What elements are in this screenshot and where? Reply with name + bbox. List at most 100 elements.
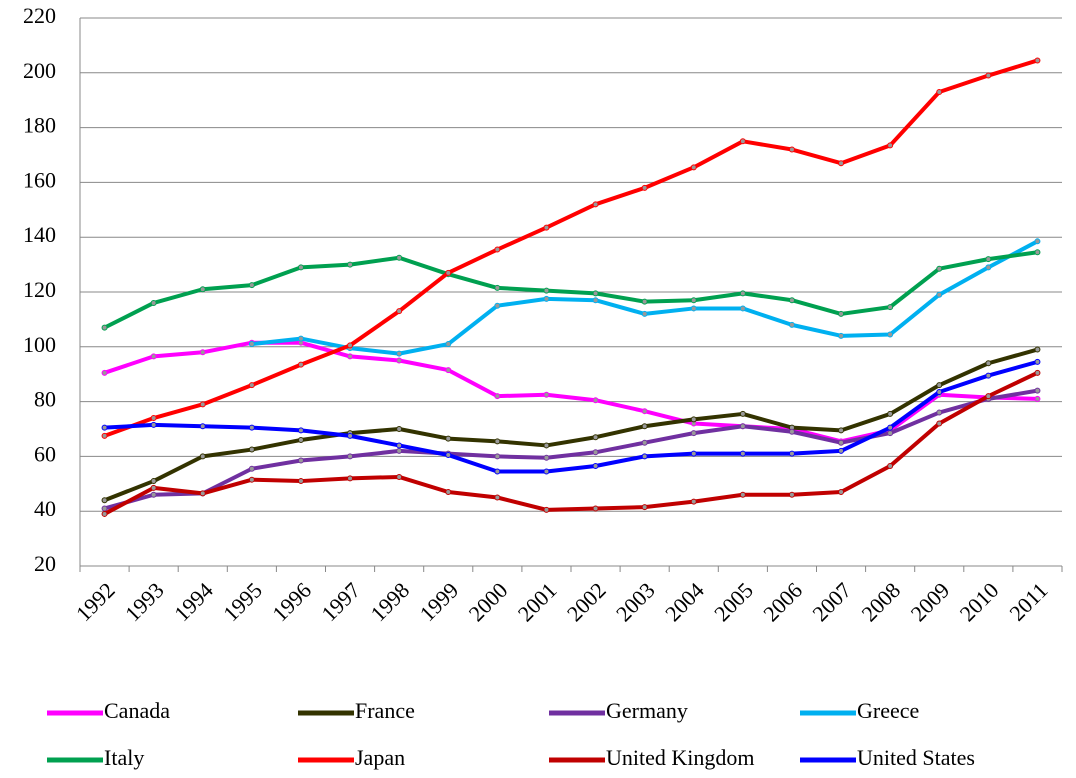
y-tick-label: 140: [23, 222, 56, 247]
point-marker: [494, 393, 501, 400]
point-marker: [248, 282, 255, 289]
point-marker: [592, 397, 599, 404]
point-marker: [347, 342, 354, 349]
point-marker: [887, 462, 894, 469]
x-tick-label: 1994: [169, 577, 218, 626]
point-marker: [985, 393, 992, 400]
point-marker: [248, 424, 255, 431]
point-marker: [592, 449, 599, 456]
point-marker: [494, 284, 501, 291]
point-marker: [248, 341, 255, 348]
point-marker: [690, 430, 697, 437]
point-marker: [199, 423, 206, 430]
series-line: [103, 347, 1038, 503]
point-marker: [297, 436, 304, 443]
point-marker: [150, 353, 157, 360]
point-marker: [199, 349, 206, 356]
point-marker: [788, 321, 795, 328]
point-marker: [248, 446, 255, 453]
point-marker: [543, 295, 550, 302]
series-line: [104, 388, 1038, 511]
point-marker: [887, 410, 894, 417]
x-tick-label: 1997: [316, 577, 365, 626]
y-tick-label: 220: [23, 3, 56, 28]
point-marker: [985, 264, 992, 271]
point-marker: [739, 450, 746, 457]
point-marker: [150, 491, 157, 498]
point-marker: [936, 382, 943, 389]
point-marker: [838, 447, 845, 454]
point-marker: [297, 264, 304, 271]
point-marker: [641, 310, 648, 317]
point-marker: [592, 462, 599, 469]
point-marker: [936, 420, 943, 427]
legend-label: Germany: [606, 698, 688, 723]
point-marker: [936, 291, 943, 298]
point-marker: [494, 453, 501, 460]
x-tick-label: 2002: [562, 577, 611, 626]
x-tick-label: 2000: [464, 577, 513, 626]
point-marker: [543, 287, 550, 294]
point-marker: [690, 416, 697, 423]
legend-label: United Kingdom: [606, 745, 755, 770]
point-marker: [347, 353, 354, 360]
point-marker: [739, 423, 746, 430]
point-marker: [543, 391, 550, 398]
point-marker: [739, 491, 746, 498]
y-tick-label: 100: [23, 332, 56, 357]
point-marker: [641, 423, 648, 430]
series-line: [103, 58, 1039, 438]
x-tick-label: 1992: [71, 577, 120, 626]
y-tick-label: 120: [23, 277, 56, 302]
x-tick-label: 2006: [758, 577, 807, 626]
point-marker: [1034, 238, 1041, 245]
point-marker: [396, 473, 403, 480]
x-tick-label: 2004: [660, 577, 709, 626]
point-marker: [838, 160, 845, 167]
x-tick-label: 1999: [415, 577, 464, 626]
x-tick-label: 2011: [1004, 577, 1052, 625]
point-marker: [297, 478, 304, 485]
x-tick-label: 1993: [120, 577, 169, 626]
point-marker: [150, 484, 157, 491]
point-marker: [396, 442, 403, 449]
point-marker: [788, 428, 795, 435]
legend-label: Italy: [104, 745, 144, 770]
point-marker: [494, 494, 501, 501]
point-marker: [985, 256, 992, 263]
point-marker: [101, 505, 108, 512]
point-marker: [543, 468, 550, 475]
point-marker: [543, 442, 550, 449]
point-marker: [101, 432, 108, 439]
point-marker: [297, 427, 304, 434]
point-marker: [936, 409, 943, 416]
point-marker: [1034, 358, 1041, 365]
x-tick-label: 2007: [807, 577, 856, 626]
point-marker: [838, 427, 845, 434]
point-marker: [494, 468, 501, 475]
point-marker: [396, 350, 403, 357]
point-marker: [396, 426, 403, 432]
point-marker: [347, 475, 354, 482]
series-line: [251, 239, 1039, 356]
point-marker: [739, 305, 746, 312]
point-marker: [1034, 369, 1041, 376]
point-marker: [1034, 395, 1041, 402]
point-marker: [641, 298, 648, 305]
legend-label: France: [355, 698, 415, 723]
point-marker: [690, 297, 697, 304]
point-marker: [445, 489, 452, 496]
x-tick-label: 2009: [906, 577, 955, 626]
x-tick-label: 1995: [218, 577, 267, 626]
point-marker: [543, 224, 550, 231]
point-marker: [739, 138, 746, 145]
point-marker: [150, 421, 157, 428]
point-marker: [739, 290, 746, 297]
point-marker: [445, 341, 452, 348]
series-line: [104, 359, 1038, 474]
x-tick-label: 2008: [856, 577, 905, 626]
point-marker: [641, 184, 648, 191]
point-marker: [936, 265, 943, 272]
point-marker: [641, 504, 648, 511]
point-marker: [739, 410, 746, 417]
